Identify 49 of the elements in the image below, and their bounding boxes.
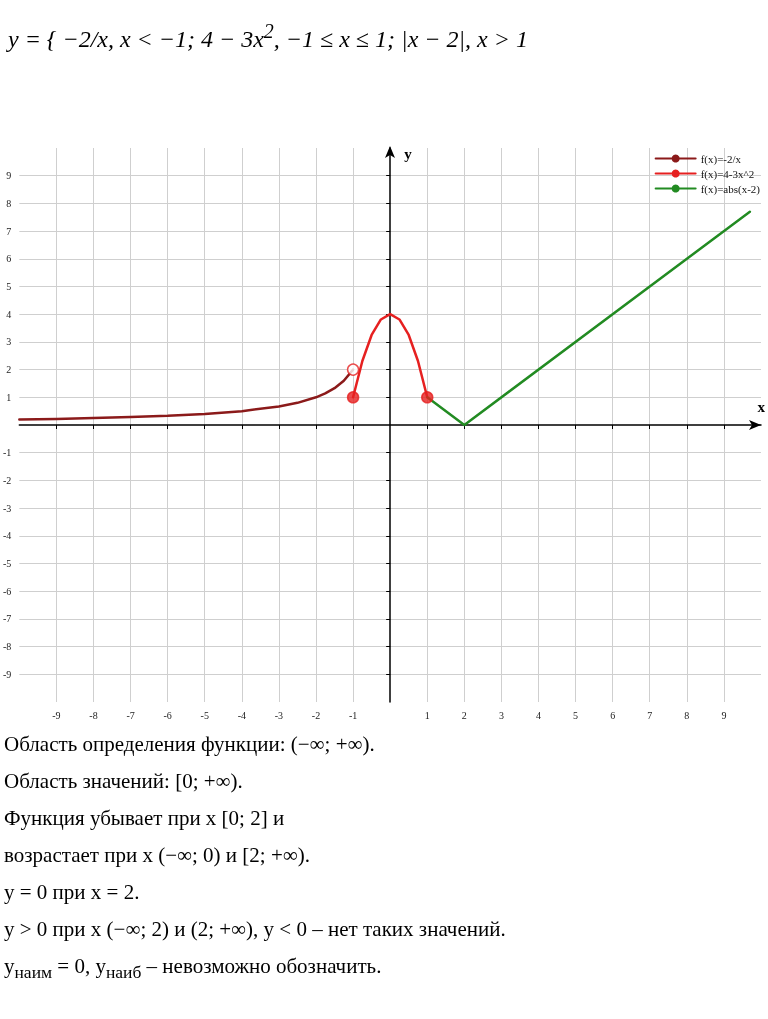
- x-tick-label: 5: [573, 709, 579, 721]
- x-tick-label: -9: [52, 709, 61, 721]
- text: возрастает при x (−∞; 0) и [2; +∞).: [4, 842, 311, 869]
- x-tick-label: -7: [126, 709, 135, 721]
- y-tick-label: 8: [6, 197, 12, 209]
- y-tick-label: 1: [6, 391, 12, 403]
- y-tick-label: -1: [2, 447, 12, 459]
- y-tick-label: 6: [6, 253, 12, 265]
- x-tick-label: -3: [274, 709, 284, 721]
- chart-title: y = { −2/x, x < −1; 4 − 3x$^{2}$, −1 ≤ x ≤ 1; |x − 2|, x > 1: [5, 19, 529, 54]
- text: y > 0 при x (−∞; 2) и (2; +∞), y < 0 – нет таких значений.: [4, 916, 507, 943]
- y-tick-label: 3: [6, 336, 12, 348]
- x-tick-label: -8: [89, 709, 98, 721]
- y-tick-label: 2: [6, 364, 12, 376]
- y-tick-label: -2: [2, 474, 12, 486]
- x-axis-title: x: [757, 398, 766, 415]
- x-tick-label: 8: [684, 709, 690, 721]
- text: Область определения функции: (−∞; +∞).: [4, 731, 376, 758]
- x-tick-label: -5: [200, 709, 209, 721]
- y-tick-label: 5: [6, 281, 12, 292]
- x-tick-label: 3: [498, 709, 504, 721]
- x-tick-label: 4: [536, 709, 541, 721]
- y-tick-label: -9: [2, 668, 12, 680]
- y-tick-label: -4: [2, 530, 12, 542]
- x-tick-label: 2: [461, 709, 467, 721]
- x-tick-label: -6: [163, 709, 172, 721]
- legend-label: f(x)=-2/x: [700, 152, 742, 166]
- y-tick-label: -8: [2, 641, 12, 653]
- legend-label: f(x)=abs(x-2): [700, 182, 761, 196]
- y-tick-label: 7: [6, 225, 12, 237]
- y-tick-label: 9: [6, 170, 12, 182]
- x-tick-label: 7: [647, 709, 653, 721]
- x-tick-label: 6: [610, 709, 616, 721]
- text: Область значений: [0; +∞).: [4, 768, 244, 795]
- y-tick-label: -7: [2, 613, 12, 625]
- text: y = 0 при x = 2.: [4, 879, 141, 906]
- x-tick-label: -2: [311, 709, 321, 721]
- x-tick-label: -4: [237, 709, 246, 721]
- x-tick-label: 9: [721, 709, 727, 721]
- y-axis-title: y: [404, 145, 413, 162]
- y-tick-label: -5: [2, 558, 12, 569]
- y-tick-label: -3: [2, 502, 12, 514]
- x-tick-label: -1: [348, 709, 358, 721]
- text: y$_{наим}$ = 0, y$_{наиб}$ – невозможно обозначить.: [4, 953, 383, 985]
- legend-label: f(x)=4-3x^2: [700, 167, 755, 181]
- text: Функция убывает при x [0; 2] и: [4, 805, 286, 832]
- x-tick-label: 1: [424, 709, 430, 721]
- y-tick-label: 4: [6, 308, 12, 320]
- y-tick-label: -6: [2, 585, 12, 597]
